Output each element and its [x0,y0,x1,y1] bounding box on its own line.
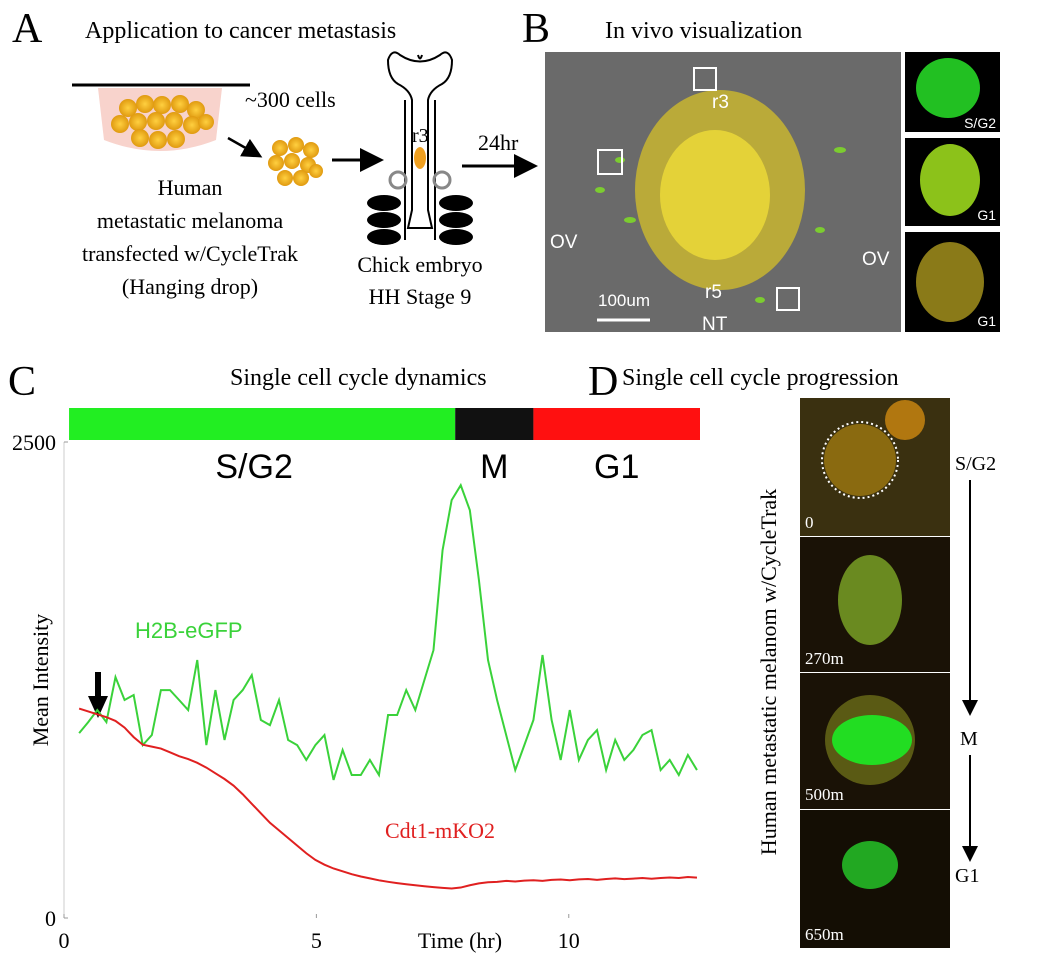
y-tick-label: 0 [45,906,56,931]
panel-letter: D [588,359,618,405]
panel-title: Single cell cycle progression [622,365,899,391]
scattered-cells [595,147,846,303]
frame-label: 270m [805,649,844,668]
x-tick-label: 0 [59,928,70,953]
series-line [78,482,698,781]
embryo-outline [386,51,454,229]
phase-label: G1 [955,865,979,887]
series-label: Cdt1-mKO2 [385,818,495,843]
region-label: OV [862,249,890,270]
frame-label: 500m [805,785,844,804]
panel-letter: B [522,6,550,52]
roi-box [776,287,800,311]
x-axis-label: Time (hr) [418,928,502,953]
inset-cell [916,58,980,118]
scale-bar-label: 100um [598,291,650,310]
series-line [78,707,698,890]
description-line: metastatic melanoma [97,208,284,233]
inset-label: S/G2 [964,115,996,131]
phase-label: M [480,448,508,486]
cell-cluster [111,95,214,149]
region-label: r5 [705,282,722,303]
phase-label: M [960,728,978,750]
panel-b: B In vivo visualization r3 OV OV r5 NT 1… [522,6,1000,335]
phase-bar [69,408,456,440]
y-axis-label: Mean Intensity [28,614,53,747]
otic [388,170,408,190]
embryo-label: Chick embryo [357,252,482,277]
x-tick-label: 5 [311,928,322,953]
panel-letter: A [12,6,43,52]
phase-label: S/G2 [215,448,292,486]
arrow [227,136,263,158]
somites [367,195,473,245]
cell-ball [268,137,323,186]
neural-tube [404,100,436,240]
chart-title: Single cell cycle dynamics [230,365,487,391]
panel-d: D Single cell cycle progression Human me… [588,359,996,948]
cell [842,841,898,889]
panel-a: A Application to cancer metastasis ~300 … [12,6,538,309]
region-label: r3 [712,92,729,113]
roi-box [597,149,623,175]
cell [838,555,902,645]
panel-title: In vivo visualization [605,18,802,44]
embryo-label: HH Stage 9 [369,284,472,309]
r3-label: r3 [412,125,429,147]
otic [432,170,452,190]
x-tick-label: 10 [558,928,580,953]
cells-label: ~300 cells [245,87,336,112]
y-axis-label: Human metastatic melanom w/CycleTrak [756,489,781,855]
phase-bar [455,408,534,440]
graft [414,147,426,169]
description-line: Human [158,175,223,200]
panel-c: C Single cell cycle dynamics Time (hr) M… [8,359,700,953]
cell [832,715,912,765]
panel-letter: C [8,359,36,405]
frame-label: 650m [805,925,844,944]
cell [885,400,925,440]
region-label: OV [550,232,578,253]
inset-cell [920,144,980,216]
arrow-head [88,696,108,718]
roi-box [693,67,717,91]
y-tick-label: 2500 [12,430,56,455]
circle-marker [821,421,899,499]
description-line: (Hanging drop) [122,274,258,299]
time-label: 24hr [478,130,519,155]
inset-label: G1 [977,207,996,223]
region-label: NT [702,314,728,335]
cell [824,424,896,496]
cell-mass-core [660,130,770,260]
phase-label: G1 [594,448,639,486]
phase-bar [533,408,700,440]
inset-cell [916,242,984,322]
panel-title: Application to cancer metastasis [85,18,396,44]
series-label: H2B-eGFP [135,618,243,643]
inset-label: G1 [977,313,996,329]
phase-label: S/G2 [955,453,996,475]
description-line: transfected w/CycleTrak [82,241,298,266]
frame-label: 0 [805,513,814,532]
